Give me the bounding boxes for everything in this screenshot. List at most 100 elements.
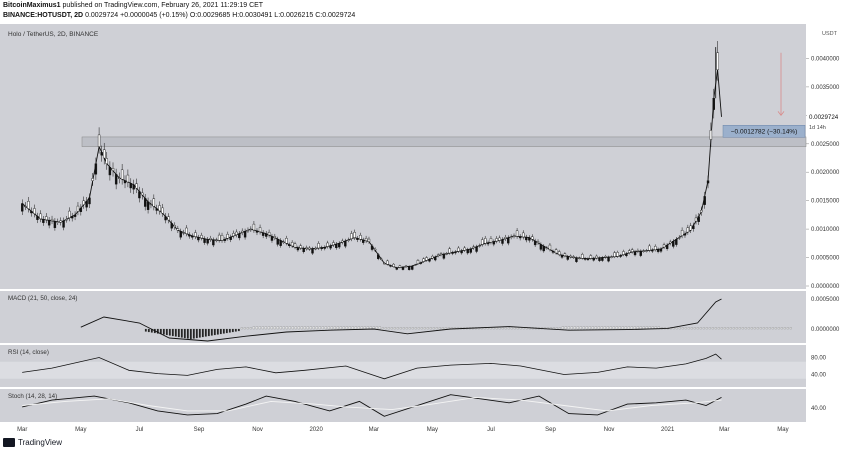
candle-body [419, 262, 423, 264]
macd-histogram-bar [162, 328, 165, 335]
candle-body [326, 242, 329, 247]
macd-histogram-bar [426, 327, 429, 330]
candle-body [308, 247, 311, 250]
time-tick-label: 2020 [309, 427, 323, 433]
candle-body [604, 256, 607, 258]
candle-body [252, 223, 256, 231]
macd-histogram-bar [603, 326, 606, 330]
candle-body [335, 243, 338, 249]
candle-body [683, 233, 687, 236]
macd-histogram-bar [228, 328, 231, 333]
candle-body [498, 237, 501, 241]
candle-body [428, 259, 431, 262]
candle-body [373, 248, 377, 251]
candle-body [616, 252, 619, 257]
macd-histogram-bar [378, 326, 381, 330]
candle-body [132, 184, 135, 190]
candle-body [411, 265, 414, 270]
candle-body [206, 239, 209, 244]
macd-histogram-bar [402, 327, 405, 330]
candle-body [332, 242, 335, 246]
candle-body [648, 245, 651, 251]
candle-body [317, 243, 320, 249]
macd-histogram-bar [213, 328, 216, 336]
candle-body [296, 247, 300, 251]
candle-body [522, 232, 525, 238]
pane-3-axis-bg [806, 389, 850, 422]
candle-body [613, 252, 616, 257]
candle-body [703, 196, 706, 205]
candle-body [258, 227, 262, 233]
time-tick-label: May [75, 427, 86, 433]
candle-body [59, 220, 62, 223]
pane-1-bg [0, 291, 806, 343]
candle-body [197, 237, 200, 241]
candle-body [364, 238, 368, 242]
pane-0-bg [0, 24, 806, 289]
macd-histogram-bar [252, 326, 255, 330]
macd-histogram-bar [222, 328, 225, 334]
candle-body [261, 232, 265, 236]
macd-histogram-bar [324, 326, 327, 330]
candle-body [279, 240, 282, 246]
macd-histogram-bar [285, 326, 288, 330]
macd-histogram-bar [687, 327, 690, 330]
candle-body [158, 205, 161, 212]
macd-histogram-bar [225, 328, 228, 334]
candle-body [689, 225, 692, 231]
candle-body [62, 220, 65, 228]
close-value: 0.0029724 [322, 12, 356, 19]
author-name[interactable]: BitcoinMaximus1 [3, 2, 61, 9]
time-axis-bg [0, 422, 850, 434]
macd-histogram-bar [711, 327, 714, 330]
macd-histogram-bar [198, 328, 201, 338]
candle-body [53, 221, 57, 229]
candle-body [451, 252, 454, 254]
time-tick-label: Jul [487, 427, 495, 433]
candle-body [215, 239, 218, 242]
pane-1-axis-bg [806, 291, 850, 343]
candle-body [138, 191, 141, 199]
macd-histogram-bar [435, 327, 438, 330]
macd-histogram-bar [618, 326, 621, 330]
candle-body [431, 255, 434, 259]
candle-body [200, 235, 203, 239]
candle-body [353, 232, 356, 238]
candle-body [347, 239, 350, 241]
macd-histogram-bar [393, 327, 396, 330]
candle-body [270, 236, 274, 241]
candle-body [651, 249, 654, 252]
macd-histogram-bar [504, 327, 507, 330]
candle-body [619, 255, 622, 257]
macd-histogram-bar [639, 326, 642, 330]
candle-body [495, 238, 498, 242]
candle-body [267, 232, 271, 236]
macd-histogram-bar [741, 327, 744, 330]
macd-histogram-bar [342, 326, 345, 330]
candle-body [401, 266, 405, 270]
candle-body [76, 205, 80, 212]
candle-body [302, 248, 305, 253]
macd-histogram-bar [594, 326, 597, 330]
candle-body [392, 263, 395, 267]
macd-histogram-bar [606, 326, 609, 330]
chart-area[interactable]: 0.00400000.00350000.00300000.00250000.00… [0, 24, 850, 434]
macd-histogram-bar [309, 326, 312, 330]
macd-histogram-bar [717, 327, 720, 330]
tradingview-logo[interactable]: TradingView [3, 438, 62, 447]
candle-body [82, 200, 85, 205]
candle-body [528, 237, 531, 241]
macd-histogram-bar [258, 326, 261, 330]
macd-histogram-bar [774, 327, 777, 330]
macd-histogram-bar [681, 327, 684, 330]
macd-histogram-bar [381, 327, 384, 330]
candle-body [407, 266, 411, 270]
macd-histogram-bar [615, 326, 618, 330]
candle-body [288, 244, 291, 247]
candle-body [185, 227, 188, 234]
macd-histogram-bar [588, 326, 591, 330]
macd-histogram-bar [600, 326, 603, 330]
candle-body [305, 247, 308, 249]
candle-body [678, 237, 681, 239]
candle-body [191, 235, 194, 238]
